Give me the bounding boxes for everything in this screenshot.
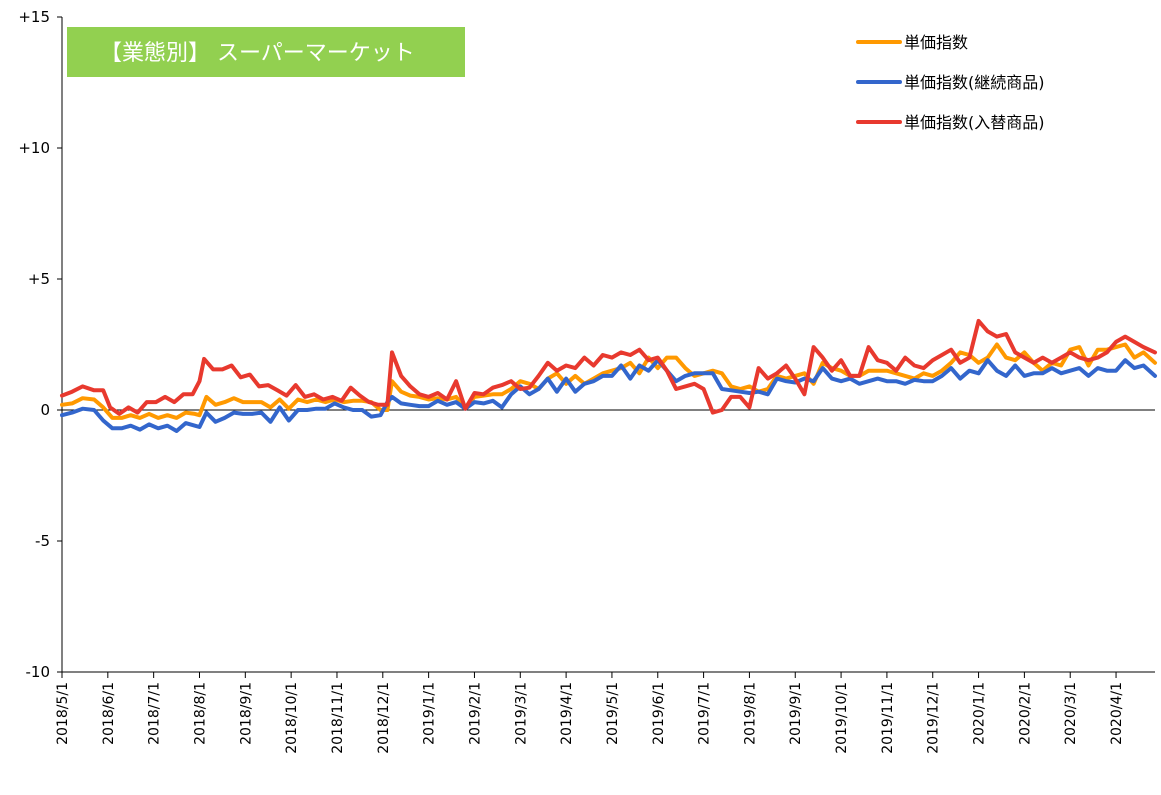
y-ticks: +15 +10 +5 0 -5 -10: [18, 8, 62, 681]
x-tick-label: 2019/1/1: [422, 682, 438, 745]
series-line-1: [60, 358, 1157, 433]
x-tick-label: 2018/5/1: [55, 682, 71, 745]
x-tick-label: 2019/2/1: [467, 682, 483, 745]
x-tick-label: 2019/5/1: [605, 682, 621, 745]
x-tick-label: 2018/11/1: [330, 682, 346, 754]
x-tick-label: 2019/8/1: [742, 682, 758, 745]
x-ticks: 2018/5/1 2018/6/1 2018/7/1 2018/8/1 2018/9/1…: [55, 672, 1125, 754]
x-tick-label: 2019/3/1: [513, 682, 529, 745]
x-tick-label: 2019/4/1: [559, 682, 575, 745]
y-tick-label: 0: [40, 401, 50, 419]
x-tick-label: 2020/2/1: [1017, 682, 1033, 745]
plot-area: +15+10+50-5-10 2018/5/1 2018/6/1 2018/7/1 2…: [18, 8, 1157, 754]
x-tick-label: 2018/9/1: [238, 682, 254, 745]
series-line-2: [60, 318, 1157, 416]
chart-title: 【業態別】 スーパーマーケット: [100, 41, 415, 66]
x-tick-label: 2018/8/1: [192, 682, 208, 745]
x-tick-label: 2020/4/1: [1109, 682, 1125, 745]
x-tick-label: 2019/11/1: [880, 682, 896, 754]
y-tick-label: +5: [28, 270, 50, 288]
x-tick-label: 2019/10/1: [834, 682, 850, 754]
x-tick-label: 2019/12/1: [926, 682, 942, 754]
y-tick-label: -10: [26, 663, 51, 681]
x-tick-label: 2019/6/1: [651, 682, 667, 745]
x-tick-label: 2019/9/1: [788, 682, 804, 745]
x-tick-label: 2018/7/1: [147, 682, 163, 745]
y-tick-label: +10: [18, 139, 50, 157]
x-tick-label: 2018/10/1: [284, 682, 300, 754]
x-tick-label: 2019/7/1: [697, 682, 713, 745]
y-tick-label: -5: [35, 532, 50, 550]
legend-label-2: 単価指数(入替商品): [904, 113, 1045, 132]
x-tick-label: 2018/6/1: [101, 682, 117, 745]
y-tick-label: +15: [18, 8, 50, 26]
legend-label-1: 単価指数(継続商品): [904, 73, 1045, 92]
x-tick-label: 2020/3/1: [1063, 682, 1079, 745]
x-tick-label: 2018/12/1: [376, 682, 392, 754]
series-lines: [60, 318, 1157, 433]
x-tick-label: 2020/1/1: [972, 682, 988, 745]
chart-title-background: [67, 27, 465, 77]
chart-title-box: 【業態別】 スーパーマーケット: [67, 27, 465, 77]
legend-label-0: 単価指数: [904, 33, 968, 52]
